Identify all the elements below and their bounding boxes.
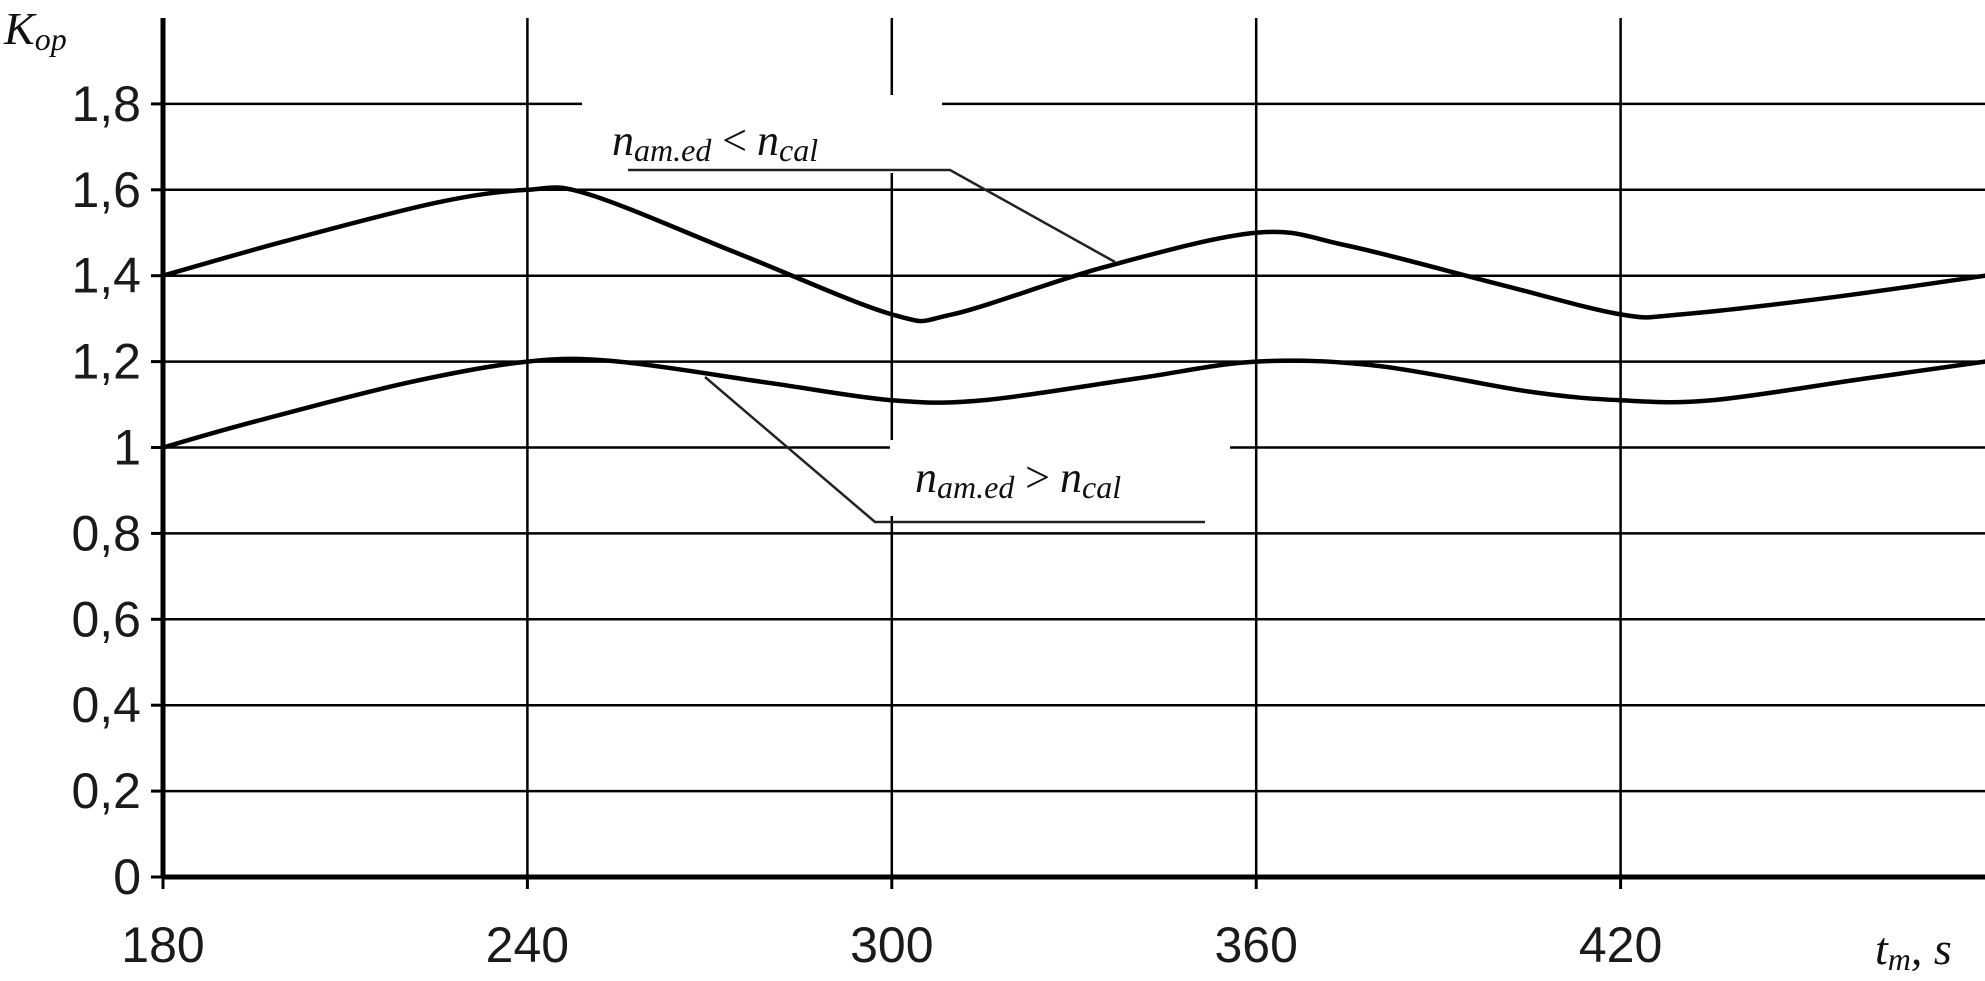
x-tick-label: 180 [121,917,204,973]
y-tick-label: 0,8 [71,505,141,561]
annotation-lower-rhs-sub: cal [1082,469,1121,505]
annotation-lower-bg [890,440,1230,516]
y-tick-label: 1,2 [71,334,141,390]
y-tick-label: 0,4 [71,677,141,733]
annotation-upper-label: nam.ed < ncal [612,116,818,168]
tick-labels: 0 0,2 0,4 0,6 0,8 1 1,2 1,4 1,6 1,8 180 240 300 360 42… [71,76,1662,973]
annotation-upper-bg [582,95,942,173]
y-axis-title: Kop [3,3,67,57]
annotation-lower-label: nam.ed > ncal [915,453,1121,505]
x-axis-title-sub: m [1888,941,1911,977]
y-tick-label: 0,6 [71,591,141,647]
x-axis-title: tm, s [1875,923,1952,977]
annotation-lower-operator: > [1022,453,1052,502]
annotation-upper-leader [628,168,1116,264]
series-line-1 [160,185,1985,324]
annotation-upper-lhs: n [612,116,634,165]
y-tick-label: 1,6 [71,162,141,218]
x-tick-label: 420 [1579,917,1662,973]
series [160,185,1985,450]
y-tick-label: 0 [113,849,141,905]
x-tick-label: 300 [850,917,933,973]
x-tick-label: 240 [486,917,569,973]
annotation-upper: nam.ed < ncal [582,95,1116,264]
annotation-lower: nam.ed > ncal [704,376,1230,524]
y-axis-title-sub: op [35,21,67,57]
annotation-lower-lhs: n [915,453,937,502]
y-tick-label: 1 [113,420,141,476]
annotation-lower-leader [704,376,1205,524]
y-tick-label: 1,4 [71,248,141,304]
x-tick-label: 360 [1214,917,1297,973]
annotation-upper-rhs-sub: cal [779,132,818,168]
y-tick-label: 1,8 [71,76,141,132]
annotation-upper-lhs-sub: am.ed [634,132,712,168]
y-tick-label: 0,2 [71,763,141,819]
annotation-lower-rhs: n [1060,453,1082,502]
annotation-lower-lhs-sub: am.ed [937,469,1015,505]
annotation-upper-operator: < [719,116,749,165]
x-axis-title-unit: , s [1911,923,1952,974]
annotation-upper-rhs: n [757,116,779,165]
x-axis-title-main: t [1875,923,1889,974]
series-line-2 [160,356,1985,450]
y-axis-title-main: K [3,3,37,54]
